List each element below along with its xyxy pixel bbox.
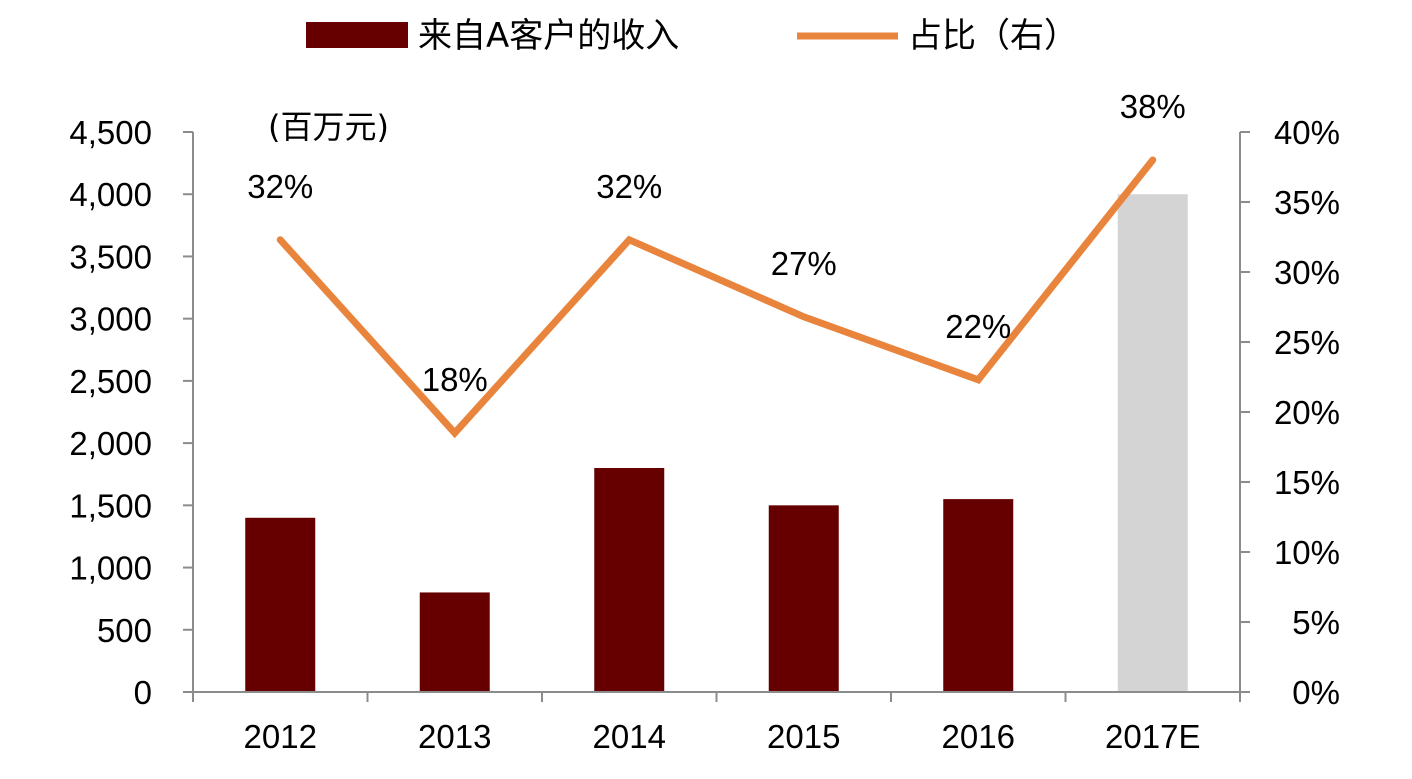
line-data-labels: 32% 18% 32% 27% 22% 38% (247, 88, 1186, 398)
bar-2017E (1117, 194, 1188, 692)
x-axis-tick-label: 2016 (942, 718, 1015, 755)
right-axis-tick-label: 30% (1274, 254, 1340, 291)
x-axis-tick-label: 2012 (244, 718, 317, 755)
right-axis-tick-label: 5% (1292, 604, 1340, 641)
right-axis-tick-label: 15% (1274, 464, 1340, 501)
left-axis-tick-label: 0 (134, 674, 152, 711)
left-axis-tick-label: 3,500 (69, 238, 152, 275)
right-axis-tick-label: 10% (1274, 534, 1340, 571)
x-axis-tick-label: 2017E (1105, 718, 1200, 755)
left-axis-unit-label: (百万元) (268, 108, 389, 146)
bar-2016 (943, 499, 1014, 692)
legend: 来自A客户的收入 占比（右） (306, 16, 1078, 56)
data-label-2014: 32% (596, 168, 662, 205)
left-axis-tick-label: 2,500 (69, 363, 152, 400)
axes: 0 500 1,000 1,500 2,000 2,500 3,000 3,500 4,000 4… (69, 114, 1340, 755)
x-axis-tick-label: 2014 (593, 718, 666, 755)
data-label-2017E: 38% (1120, 88, 1186, 125)
legend-swatch-revenue (306, 22, 408, 48)
left-axis-tick-label: 500 (97, 612, 152, 649)
data-label-2016: 22% (945, 308, 1011, 345)
left-axis-tick-label: 4,500 (69, 114, 152, 151)
data-label-2012: 32% (247, 168, 313, 205)
left-axis-tick-label: 2,000 (69, 425, 152, 462)
bar-2015 (768, 505, 839, 692)
left-axis-tick-label: 1,500 (69, 487, 152, 524)
line-series (276, 156, 1157, 439)
x-axis-tick-label: 2015 (767, 718, 840, 755)
bar-2013 (419, 592, 490, 692)
left-axis-tick-label: 3,000 (69, 301, 152, 338)
x-axis-tick-label: 2013 (418, 718, 491, 755)
right-axis-tick-label: 20% (1274, 394, 1340, 431)
right-axis-tick-label: 0% (1292, 674, 1340, 711)
bar-series (245, 194, 1188, 692)
legend-label-revenue: 来自A客户的收入 (418, 16, 679, 56)
bar-2014 (594, 468, 665, 692)
right-axis-tick-label: 25% (1274, 324, 1340, 361)
right-axis-tick-label: 40% (1274, 114, 1340, 151)
bar-2012 (245, 517, 316, 692)
left-axis-tick-label: 1,000 (69, 550, 152, 587)
legend-label-ratio: 占比（右） (908, 16, 1078, 56)
data-label-2013: 18% (422, 361, 488, 398)
ratio-line (276, 156, 1157, 439)
data-label-2015: 27% (771, 245, 837, 282)
left-axis-tick-label: 4,000 (69, 176, 152, 213)
right-axis-tick-label: 35% (1274, 184, 1340, 221)
